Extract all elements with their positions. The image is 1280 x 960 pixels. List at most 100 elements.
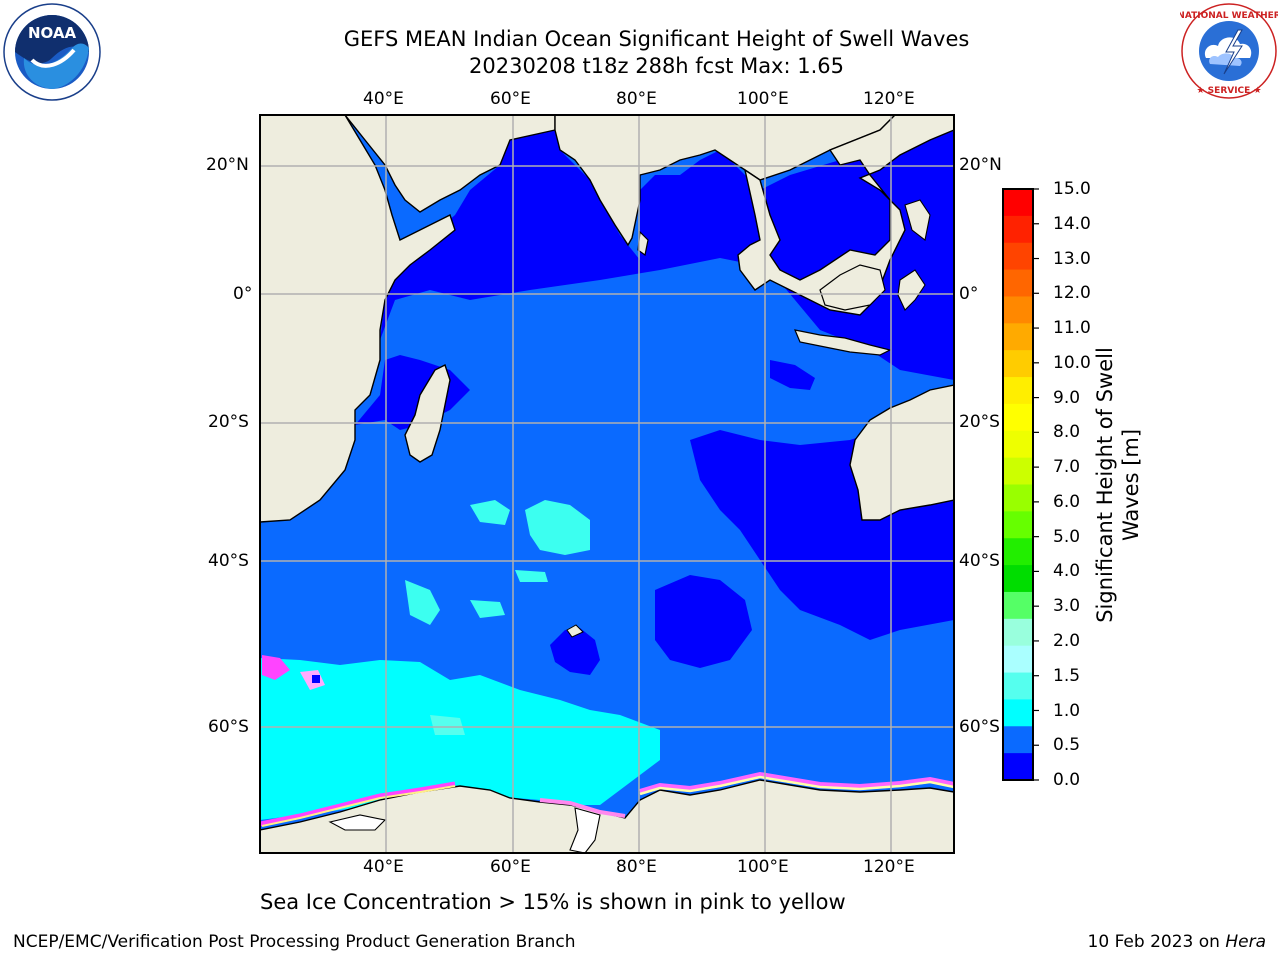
lat-label-left-40s: 40°S (208, 551, 249, 571)
colorbar-swatch (1003, 403, 1033, 432)
colorbar-swatch (1003, 189, 1033, 217)
colorbar (1003, 188, 1039, 781)
lon-label-top-100e: 100°E (737, 89, 789, 109)
land-australia (849, 384, 954, 521)
colorbar-tick-label: 10.0 (1053, 352, 1091, 373)
map-subtitle: 20230208 t18z 288h fcst Max: 1.65 (469, 54, 844, 78)
svg-text:NOAA: NOAA (28, 24, 77, 42)
colorbar-tick-label: 15.0 (1053, 179, 1091, 199)
colorbar-tick-label: 14.0 (1053, 213, 1091, 234)
lon-label-top-120e: 120°E (863, 89, 915, 109)
sea-ice-fringe-east (639, 771, 954, 795)
lon-label-bottom-100e: 100°E (737, 857, 789, 877)
sea-ice-fringe-west (260, 781, 456, 827)
colorbar-tick-label: 13.0 (1053, 248, 1091, 269)
land-philippines (904, 199, 931, 241)
colorbar-swatch (1003, 323, 1033, 351)
graticule (260, 115, 954, 853)
ocean-swell-00-05-south (655, 575, 752, 668)
map-frame (259, 114, 955, 854)
sea-ice-caption: Sea Ice Concentration > 15% is shown in … (260, 890, 846, 914)
ocean-swell-15-20-patch (430, 715, 465, 735)
colorbar-title-line2: Waves [m] (1119, 428, 1143, 542)
ocean-swell-10-15-patch (470, 600, 505, 618)
noaa-logo: NOAA (3, 3, 101, 101)
colorbar-tick-label: 6.0 (1053, 491, 1081, 512)
lat-label-right-60s: 60°S (959, 717, 1000, 737)
colorbar-swatch (1003, 645, 1033, 674)
land-kerguelen (566, 624, 584, 638)
land-antarctica-ice-shelf (328, 814, 387, 831)
ocean-swell-10-15-central (525, 500, 590, 555)
land-borneo (819, 264, 886, 311)
colorbar-swatch (1003, 538, 1033, 566)
colorbar-tick-label: 2.0 (1053, 630, 1081, 651)
land-antarctica-notch (569, 807, 601, 853)
footer-date-text: 10 Feb 2023 on (1087, 932, 1226, 952)
colorbar-swatch (1003, 296, 1033, 324)
lat-label-right-20n: 20°N (959, 155, 1002, 175)
svg-text:NATIONAL WEATHER: NATIONAL WEATHER (1180, 11, 1278, 21)
lat-label-left-20s: 20°S (208, 412, 249, 432)
colorbar-swatch (1003, 618, 1033, 647)
lon-label-top-80e: 80°E (616, 89, 657, 109)
lat-label-right-40s: 40°S (959, 551, 1000, 571)
colorbar-swatch (1003, 699, 1033, 727)
footer-credit: NCEP/EMC/Verification Post Processing Pr… (13, 932, 576, 952)
lon-label-bottom-120e: 120°E (863, 857, 915, 877)
colorbar-swatch (1003, 350, 1033, 378)
ocean-swell-10-15-west (405, 580, 440, 625)
footer-date: 10 Feb 2023 on Hera (1088, 932, 1266, 952)
sea-ice-fringe-west-inner (261, 785, 456, 827)
lat-label-left-20n: 20°N (206, 155, 249, 175)
colorbar-tick-label: 7.0 (1053, 457, 1081, 478)
ocean-swell-10-15-patch-2 (515, 570, 548, 582)
colorbar-tick-label: 3.0 (1053, 596, 1081, 617)
colorbar-tick-label: 0.5 (1053, 735, 1081, 756)
lon-label-bottom-60e: 60°E (490, 857, 531, 877)
colorbar-swatch (1003, 565, 1033, 593)
ocean-swell-00-05-kerguelen (550, 628, 600, 675)
sea-ice-fringe-east-inner (639, 775, 954, 796)
land-java (794, 329, 892, 356)
lon-label-bottom-40e: 40°E (363, 857, 404, 877)
colorbar-swatch (1003, 215, 1033, 244)
colorbar-swatch (1003, 377, 1033, 405)
lat-label-left-60s: 60°S (208, 717, 249, 737)
ocean-swell-00-05-patch (770, 360, 815, 390)
colorbar-swatch (1003, 242, 1033, 271)
colorbar-tick-label: 5.0 (1053, 526, 1081, 547)
colorbar-tick-label: 8.0 (1053, 422, 1081, 443)
lon-label-top-60e: 60°E (490, 89, 531, 109)
svg-text:★ SERVICE ★: ★ SERVICE ★ (1196, 86, 1261, 96)
colorbar-swatch (1003, 269, 1033, 298)
colorbar-tick-label: 4.0 (1053, 561, 1081, 582)
colorbar-title-line1: Significant Height of Swell (1093, 347, 1117, 623)
colorbar-swatch (1003, 591, 1033, 620)
ocean-swell-10-15-south (260, 658, 660, 820)
colorbar-tick-label: 11.0 (1053, 318, 1091, 339)
land-madagascar (404, 364, 451, 463)
map-title: GEFS MEAN Indian Ocean Significant Heigh… (343, 27, 970, 51)
sea-ice-fringe-central (539, 798, 626, 818)
colorbar-swatch (1003, 726, 1033, 754)
colorbar-swatch (1003, 511, 1033, 539)
colorbar-frame (1002, 188, 1034, 781)
colorbar-tick-label: 1.0 (1053, 700, 1081, 721)
colorbar-tick-label: 1.5 (1053, 665, 1081, 686)
colorbar-tick-label: 9.0 (1053, 387, 1081, 408)
colorbar-tick-label: 12.0 (1053, 283, 1091, 304)
colorbar-swatch (1003, 430, 1033, 459)
colorbar-tick-label: 0.0 (1053, 770, 1081, 790)
colorbar-swatch (1003, 457, 1033, 486)
lat-label-right-20s: 20°S (959, 412, 1000, 432)
lat-label-left-0: 0° (233, 284, 253, 304)
land-sulawesi (897, 269, 926, 311)
ocean-swell-00-05-north (380, 115, 954, 380)
colorbar-swatch (1003, 672, 1033, 701)
lon-label-top-40e: 40°E (363, 89, 404, 109)
sea-ice-patch-west-3 (312, 675, 320, 683)
lat-label-right-0: 0° (959, 284, 979, 304)
land-africa-arabia (260, 115, 556, 523)
